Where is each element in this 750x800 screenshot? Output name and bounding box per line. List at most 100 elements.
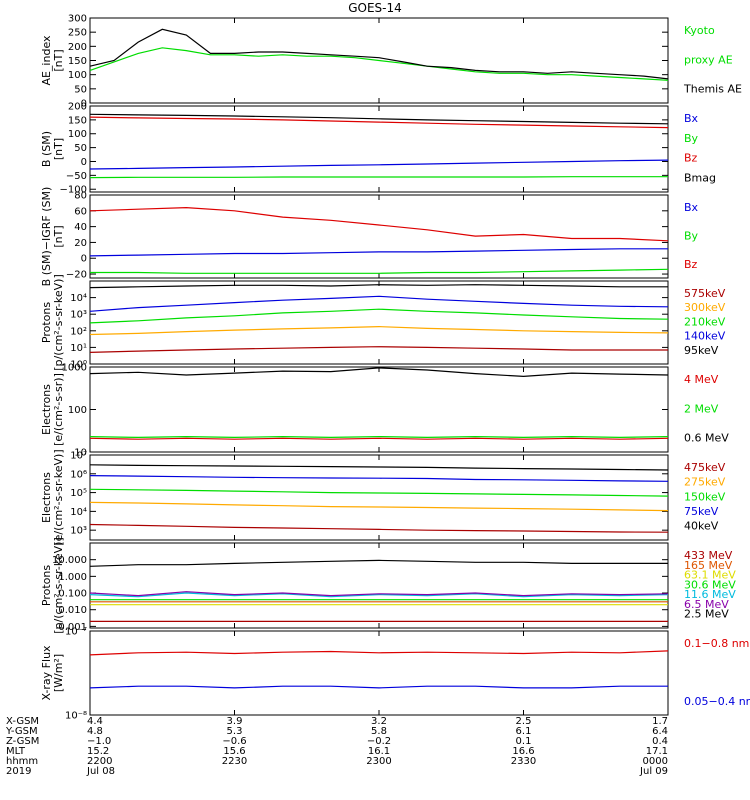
- ylabel-unit-ae: [nT]: [52, 49, 65, 71]
- ytick-label: 10⁻⁷: [65, 627, 87, 638]
- ytick-label: 10: [74, 448, 87, 459]
- ylabel-unit-b_igrf: [nT]: [52, 225, 65, 247]
- ytick-label: 10⁴: [70, 293, 87, 304]
- legend-entry: Themis AE: [683, 83, 742, 96]
- ytick-label: 10⁷: [70, 451, 87, 462]
- ylabel-unit-protons_mev: [p/(cm²-s-sr-keV)]: [52, 537, 65, 634]
- ephemeris-value: 5.3: [227, 726, 243, 737]
- ephemeris-value: 6.4: [652, 726, 668, 737]
- ylabel-electrons_mev: Electrons: [40, 384, 53, 435]
- series-line-Bmag: [89, 113, 669, 125]
- ephemeris-value: Jul 08: [86, 766, 115, 777]
- ephemeris-row-label: hhmm: [6, 756, 38, 767]
- ylabel-electrons_kev: Electrons: [40, 472, 53, 523]
- ytick-label: 0: [81, 254, 87, 265]
- series-line-0-6-MeV: [89, 367, 669, 378]
- legend-entry: Bmag: [684, 172, 716, 185]
- series-line-4-MeV: [89, 437, 669, 440]
- ylabel-unit-electrons_kev: [e/(cm²-s-sr-keV)]: [52, 449, 65, 545]
- panel-frame-electrons_kev: [89, 454, 669, 541]
- series-line-210keV: [89, 308, 669, 324]
- series-line-433-MeV: [89, 559, 668, 567]
- ytick-label: 300: [68, 14, 87, 25]
- series-line-By: [90, 268, 669, 274]
- ytick-label: 10⁴: [70, 507, 87, 518]
- ytick-label: 100: [68, 405, 87, 416]
- ephemeris-value: 2.5: [516, 716, 532, 727]
- series-line-Bx: [89, 159, 669, 170]
- legend-entry: 140keV: [684, 330, 726, 343]
- legend-entry: 6.5 MeV: [684, 598, 729, 611]
- series-line-95keV: [89, 346, 668, 353]
- ephemeris-value: 1.7: [652, 716, 668, 727]
- ephemeris-value: 0.1: [516, 736, 532, 747]
- legend-entry: 300keV: [684, 301, 726, 314]
- series-line-300keV: [89, 325, 669, 336]
- ephemeris-value: 0000: [643, 756, 668, 767]
- ephemeris-value: −0.2: [367, 736, 391, 747]
- ytick-label: 100: [68, 70, 87, 81]
- legend-entry: 433 MeV: [684, 549, 733, 562]
- ytick-label: −100: [60, 185, 87, 196]
- series-line-Themis-AE: [89, 28, 669, 80]
- legend-entry: 40keV: [684, 520, 719, 533]
- panel-frame-xray: [89, 630, 669, 716]
- ephemeris-row-label: 2019: [6, 766, 31, 777]
- panel-frame-protons_low: [89, 280, 669, 365]
- ephemeris-value: 17.1: [646, 746, 668, 757]
- chart-title: GOES-14: [348, 1, 402, 15]
- ytick-label: 0: [81, 157, 87, 168]
- series-line-475keV: [89, 464, 669, 471]
- legend-entry: 4 MeV: [684, 373, 719, 386]
- ytick-label: 10⁻⁸: [65, 711, 87, 722]
- ephemeris-value: 15.6: [223, 746, 245, 757]
- legend-entry: By: [684, 229, 699, 242]
- legend-entry: Bx: [684, 201, 699, 214]
- ytick-label: 250: [68, 28, 87, 39]
- ephemeris-value: −1.0: [87, 736, 111, 747]
- ephemeris-row-label: MLT: [6, 746, 26, 757]
- ytick-label: 10¹: [70, 343, 87, 354]
- ylabel-unit-xray: [W/m²]: [52, 654, 65, 692]
- ephemeris-value: 4.8: [87, 726, 103, 737]
- ytick-label: 60: [74, 206, 87, 217]
- legend-entry: 0.6 MeV: [684, 432, 729, 445]
- ytick-label: 10⁰: [70, 360, 87, 371]
- legend-entry: 150keV: [684, 490, 726, 503]
- legend-entry: 95keV: [684, 344, 719, 357]
- series-line-Bz: [89, 116, 669, 129]
- ytick-label: 10.000: [52, 555, 87, 566]
- series-line-40keV: [89, 523, 669, 533]
- ylabel-protons_low: Protons: [40, 302, 53, 343]
- ephemeris-row-label: X-GSM: [6, 716, 39, 727]
- ylabel-b_igrf: B (SM)−IGRF (SM): [40, 187, 53, 287]
- legend-entry: 0.1−0.8 nm: [684, 637, 749, 650]
- legend-entry: 2 MeV: [684, 402, 719, 415]
- legend-entry: 575keV: [684, 287, 726, 300]
- series-line-575keV: [89, 284, 668, 289]
- series-line-Kyoto-proxy-AE: [89, 47, 669, 81]
- series-line-75keV: [89, 501, 669, 512]
- ytick-label: 0.100: [58, 589, 87, 600]
- ytick-label: 10²: [70, 326, 87, 337]
- series-line-150keV: [89, 488, 669, 497]
- ytick-label: 10³: [70, 310, 87, 321]
- ytick-label: 0.010: [58, 605, 87, 616]
- legend-entry: 2.5 MeV: [684, 608, 729, 621]
- legend-entry: 11.6 MeV: [684, 588, 736, 601]
- ytick-label: 10⁶: [70, 469, 87, 480]
- ytick-label: 200: [68, 42, 87, 53]
- ytick-label: 1.000: [58, 572, 87, 583]
- legend-entry: 165 MeV: [684, 559, 733, 572]
- series-line-2-MeV: [89, 435, 669, 439]
- panel-frame-protons_mev: [89, 542, 669, 629]
- ytick-label: 50: [74, 143, 87, 154]
- ylabel-b_sm: B (SM): [40, 131, 53, 167]
- series-line-275keV: [89, 475, 669, 482]
- legend-entry: 0.05−0.4 nm: [684, 695, 750, 708]
- ephemeris-value: 2300: [366, 756, 391, 767]
- legend-entry: 475keV: [684, 461, 726, 474]
- series-line-0-05-0-4-nm: [89, 685, 668, 689]
- ytick-label: 1000: [62, 363, 87, 374]
